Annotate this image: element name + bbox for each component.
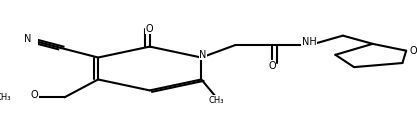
Text: NH: NH (302, 38, 317, 47)
Text: CH₃: CH₃ (208, 95, 224, 105)
Text: O: O (31, 90, 39, 100)
Text: N: N (199, 50, 207, 60)
Text: O: O (410, 46, 417, 56)
Text: O: O (146, 24, 153, 34)
Text: O: O (268, 61, 276, 71)
Text: CH₃: CH₃ (0, 93, 11, 102)
Text: N: N (24, 34, 31, 44)
